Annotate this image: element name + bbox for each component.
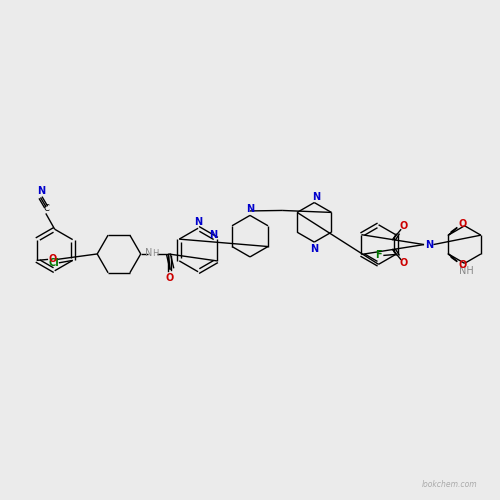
Text: O: O: [400, 221, 407, 231]
Text: C: C: [44, 204, 49, 213]
Text: O: O: [48, 254, 56, 264]
Text: NH: NH: [459, 266, 474, 276]
Text: N: N: [246, 204, 254, 214]
Text: Cl: Cl: [48, 258, 60, 268]
Text: O: O: [400, 258, 407, 268]
Text: F: F: [375, 250, 382, 260]
Text: N: N: [209, 230, 217, 240]
Text: H: H: [152, 249, 158, 258]
Text: lookchem.com: lookchem.com: [422, 480, 478, 490]
Text: O: O: [166, 272, 174, 282]
Text: O: O: [458, 220, 466, 230]
Text: N: N: [145, 248, 152, 258]
Text: N: N: [312, 192, 320, 202]
Text: N: N: [194, 218, 202, 228]
Text: N: N: [310, 244, 318, 254]
Text: N: N: [425, 240, 433, 250]
Text: O: O: [458, 260, 466, 270]
Text: N: N: [37, 186, 45, 196]
